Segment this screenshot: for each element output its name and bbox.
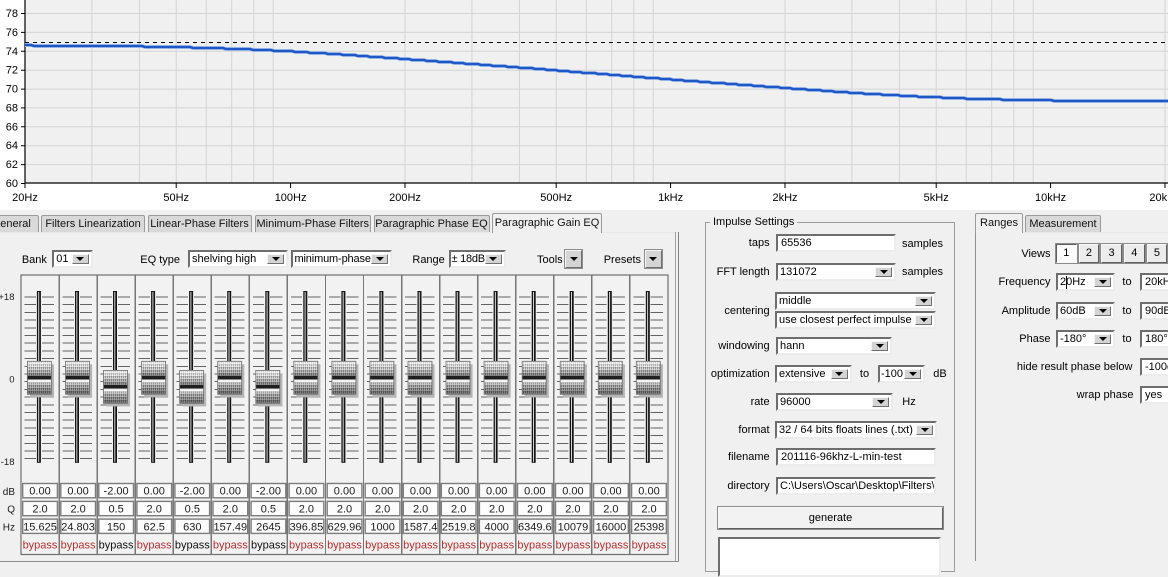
svg-text:bypass: bypass [99,539,134,551]
svg-text:630: 630 [183,521,201,533]
svg-text:60: 60 [6,178,18,190]
svg-text:2.0: 2.0 [223,504,238,516]
svg-text:0.00: 0.00 [600,486,621,498]
svg-text:2.0: 2.0 [413,504,428,516]
svg-text:+18: +18 [0,292,15,303]
svg-text:1kHz: 1kHz [658,192,683,204]
svg-text:24.803: 24.803 [61,521,95,533]
svg-text:bypass: bypass [517,539,552,551]
svg-text:2.0: 2.0 [337,504,352,516]
svg-text:0.00: 0.00 [67,486,88,498]
svg-text:20kHz: 20kHz [1149,192,1168,204]
svg-text:70: 70 [6,84,18,96]
svg-text:2.0: 2.0 [147,504,162,516]
svg-text:500Hz: 500Hz [540,192,572,204]
svg-text:76: 76 [6,27,18,39]
svg-text:78: 78 [6,8,18,20]
svg-text:Q: Q [7,504,15,515]
svg-text:16000: 16000 [596,521,627,533]
svg-text:0.00: 0.00 [448,486,469,498]
svg-text:0.00: 0.00 [372,486,393,498]
svg-text:2.0: 2.0 [489,504,504,516]
svg-text:10079: 10079 [558,521,589,533]
svg-text:0.00: 0.00 [562,486,583,498]
svg-text:20Hz: 20Hz [12,192,38,204]
svg-text:0.5: 0.5 [261,504,276,516]
svg-text:2519.8: 2519.8 [442,521,476,533]
svg-text:0.00: 0.00 [296,486,317,498]
svg-text:bypass: bypass [365,539,400,551]
svg-text:396.85: 396.85 [290,521,324,533]
svg-text:64: 64 [6,140,18,152]
svg-text:2.0: 2.0 [451,504,466,516]
svg-text:2kHz: 2kHz [772,192,797,204]
svg-text:2.0: 2.0 [32,504,47,516]
svg-text:157.49: 157.49 [213,521,247,533]
svg-text:72: 72 [6,65,18,77]
svg-text:0.5: 0.5 [108,504,123,516]
svg-text:5kHz: 5kHz [924,192,949,204]
svg-text:62.5: 62.5 [143,521,164,533]
svg-text:bypass: bypass [403,539,438,551]
svg-text:-2.00: -2.00 [180,486,205,498]
svg-text:6349.6: 6349.6 [518,521,552,533]
svg-text:0.00: 0.00 [143,486,164,498]
svg-text:bypass: bypass [137,539,172,551]
svg-text:bypass: bypass [632,539,667,551]
svg-text:629.96: 629.96 [328,521,362,533]
svg-text:15.625: 15.625 [23,521,57,533]
svg-text:66: 66 [6,121,18,133]
svg-text:-2.00: -2.00 [104,486,129,498]
svg-text:0.00: 0.00 [638,486,659,498]
svg-text:62: 62 [6,159,18,171]
svg-text:bypass: bypass [213,539,248,551]
svg-text:bypass: bypass [479,539,514,551]
svg-text:25398: 25398 [634,521,665,533]
svg-text:100Hz: 100Hz [275,192,307,204]
svg-text:0.00: 0.00 [410,486,431,498]
svg-text:0.00: 0.00 [486,486,507,498]
svg-text:68: 68 [6,102,18,114]
svg-text:bypass: bypass [175,539,210,551]
svg-text:-18: -18 [1,457,15,468]
svg-text:4000: 4000 [484,521,508,533]
svg-text:50Hz: 50Hz [163,192,189,204]
svg-text:0.00: 0.00 [29,486,50,498]
svg-text:2645: 2645 [256,521,280,533]
svg-text:2.0: 2.0 [641,504,656,516]
svg-text:0.00: 0.00 [220,486,241,498]
svg-text:bypass: bypass [441,539,476,551]
svg-text:2.0: 2.0 [70,504,85,516]
svg-text:-2.00: -2.00 [256,486,281,498]
svg-text:1000: 1000 [370,521,394,533]
svg-text:0: 0 [9,375,14,386]
svg-text:74: 74 [6,46,18,58]
svg-text:2.0: 2.0 [375,504,390,516]
svg-text:dB: dB [3,487,16,498]
svg-text:10kHz: 10kHz [1035,192,1066,204]
svg-text:1587.4: 1587.4 [404,521,438,533]
svg-text:0.00: 0.00 [334,486,355,498]
svg-text:0.5: 0.5 [185,504,200,516]
svg-text:bypass: bypass [327,539,362,551]
svg-text:bypass: bypass [23,539,58,551]
svg-text:150: 150 [107,521,125,533]
svg-text:2.0: 2.0 [299,504,314,516]
svg-text:Hz: Hz [3,523,15,534]
svg-text:bypass: bypass [251,539,286,551]
svg-text:2.0: 2.0 [527,504,542,516]
svg-text:bypass: bypass [555,539,590,551]
svg-text:2.0: 2.0 [603,504,618,516]
svg-text:bypass: bypass [289,539,324,551]
svg-text:bypass: bypass [593,539,628,551]
svg-text:bypass: bypass [61,539,96,551]
svg-text:0.00: 0.00 [524,486,545,498]
svg-text:2.0: 2.0 [565,504,580,516]
svg-text:200Hz: 200Hz [389,192,421,204]
